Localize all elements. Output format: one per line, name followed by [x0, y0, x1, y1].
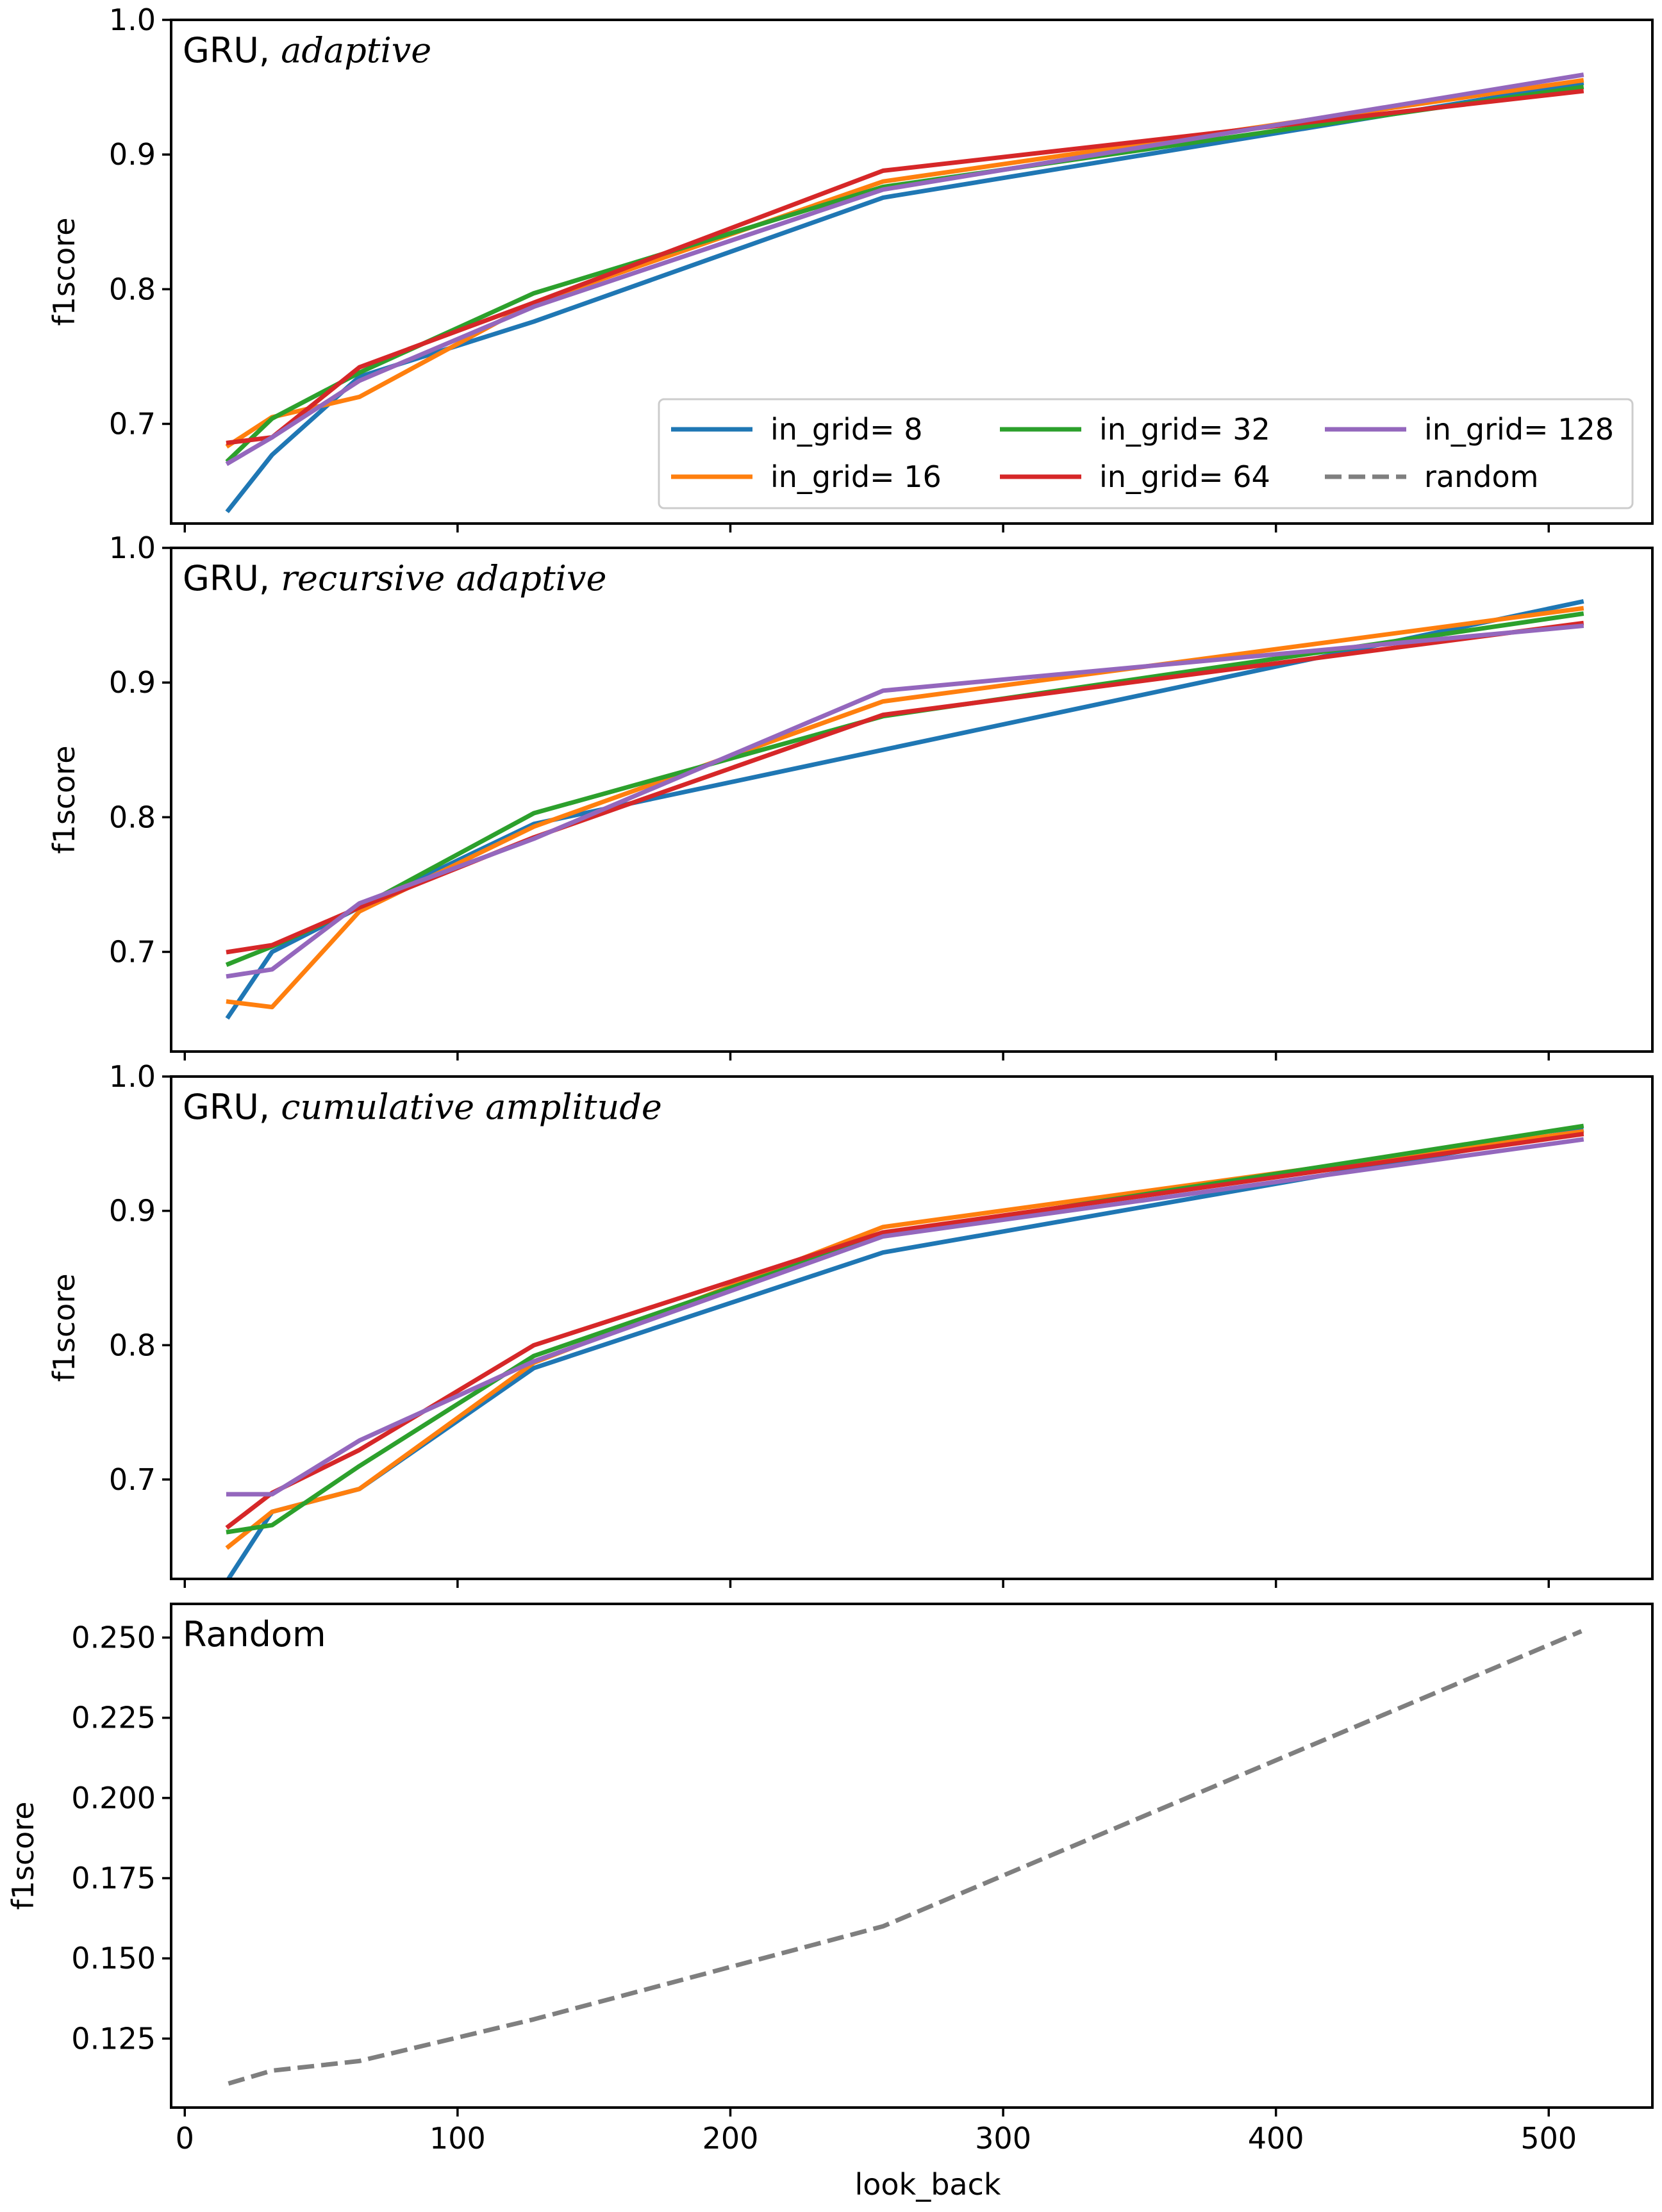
y-tick-label: 0.8	[109, 800, 156, 834]
series-line-in-grid-128	[226, 623, 1584, 979]
series-line-in-grid-16	[225, 78, 1584, 449]
legend-label: random	[1424, 459, 1538, 494]
series-line-in-grid-128	[226, 1137, 1584, 1497]
series-group	[228, 1629, 1583, 2086]
series-group	[225, 72, 1584, 513]
panel-title: GRU, cumulative amplitude	[183, 1087, 662, 1127]
series-line-in-grid-64	[226, 620, 1584, 955]
series-line-in-grid-16	[226, 606, 1584, 1010]
x-axis-label: look_back	[854, 2167, 1001, 2202]
y-tick-label: 1.0	[109, 3, 156, 37]
series-line-random	[228, 1629, 1583, 2086]
series-line-in-grid-8	[225, 598, 1584, 1020]
y-tick-label: 0.9	[109, 1194, 156, 1228]
plot-frame	[170, 19, 1654, 525]
y-axis-label: f1score	[47, 217, 81, 326]
panel-title-model: GRU,	[183, 558, 281, 598]
panel-title: Random	[183, 1614, 326, 1655]
y-tick-label: 0.9	[109, 665, 156, 700]
y-axis-label: f1score	[6, 1801, 40, 1910]
y-tick-label: 0.7	[109, 934, 156, 969]
plot-frame	[170, 547, 1654, 1053]
legend: in_grid= 8 in_grid= 16 in_grid= 32 in_grid=…	[658, 398, 1634, 509]
x-tick-label: 400	[1248, 2121, 1304, 2156]
y-axis-label: f1score	[47, 745, 81, 854]
panel-2: 0.7 0.8 0.9 1.0 f1score GRU, recursive adapti…	[47, 531, 1654, 1061]
y-tick-label: 0.125	[71, 2021, 156, 2056]
y-axis-label: f1score	[47, 1273, 81, 1382]
panel-title-method: adaptive	[281, 30, 431, 70]
series-line-in-grid-128	[225, 72, 1584, 466]
legend-label: in_grid= 8	[770, 412, 922, 447]
y-tick-label: 0.150	[71, 1941, 156, 1976]
legend-label: in_grid= 32	[1099, 412, 1270, 447]
series-line-in-grid-64	[225, 1132, 1584, 1530]
x-tick-label: 0	[176, 2121, 194, 2156]
y-tick-label: 0.225	[71, 1701, 156, 1735]
panel-4: 0 100 200 300 400 500 0.125 0.150 0.175 0.200 0.22…	[6, 1603, 1654, 2202]
y-tick-label: 0.8	[109, 272, 156, 306]
y-tick-label: 0.175	[71, 1861, 156, 1895]
y-tick-label: 0.250	[71, 1621, 156, 1655]
plot-frame	[170, 1075, 1654, 1580]
y-tick-label: 0.7	[109, 406, 156, 441]
series-group	[225, 1123, 1584, 1579]
y-tick-label: 0.7	[109, 1462, 156, 1497]
panel-title-model: GRU,	[183, 30, 281, 70]
legend-box	[658, 398, 1634, 509]
x-tick-label: 500	[1520, 2121, 1577, 2156]
series-line-in-grid-32	[226, 1123, 1584, 1535]
panel-title-model: Random	[183, 1614, 326, 1655]
series-group	[225, 598, 1584, 1020]
legend-label: in_grid= 16	[770, 459, 942, 494]
panel-1: 0.7 0.8 0.9 1.0 f1score GRU, adaptive in_grid=…	[47, 3, 1654, 532]
plot-frame	[170, 1603, 1654, 2109]
y-tick-label: 1.0	[109, 531, 156, 565]
x-tick-label: 100	[429, 2121, 486, 2156]
x-tick-label: 200	[702, 2121, 759, 2156]
y-tick-label: 0.200	[71, 1781, 156, 1815]
panel-3: 0.7 0.8 0.9 1.0 f1score GRU, cumulative ampli…	[47, 1059, 1654, 1588]
series-line-in-grid-64	[226, 88, 1584, 445]
panel-title-method: recursive adaptive	[281, 558, 606, 598]
y-tick-label: 0.8	[109, 1328, 156, 1362]
legend-label: in_grid= 128	[1424, 412, 1614, 447]
y-tick-label: 1.0	[109, 1059, 156, 1094]
panel-title-method: cumulative amplitude	[281, 1087, 662, 1127]
panel-title: GRU, recursive adaptive	[183, 558, 606, 598]
panel-title-model: GRU,	[183, 1087, 281, 1127]
panel-title: GRU, adaptive	[183, 30, 431, 70]
series-line-in-grid-32	[225, 611, 1584, 967]
legend-label: in_grid= 64	[1099, 459, 1270, 494]
y-tick-label: 0.9	[109, 137, 156, 172]
series-line-in-grid-16	[225, 1128, 1584, 1550]
series-line-in-grid-8	[226, 1127, 1584, 1579]
x-tick-label: 300	[975, 2121, 1031, 2156]
